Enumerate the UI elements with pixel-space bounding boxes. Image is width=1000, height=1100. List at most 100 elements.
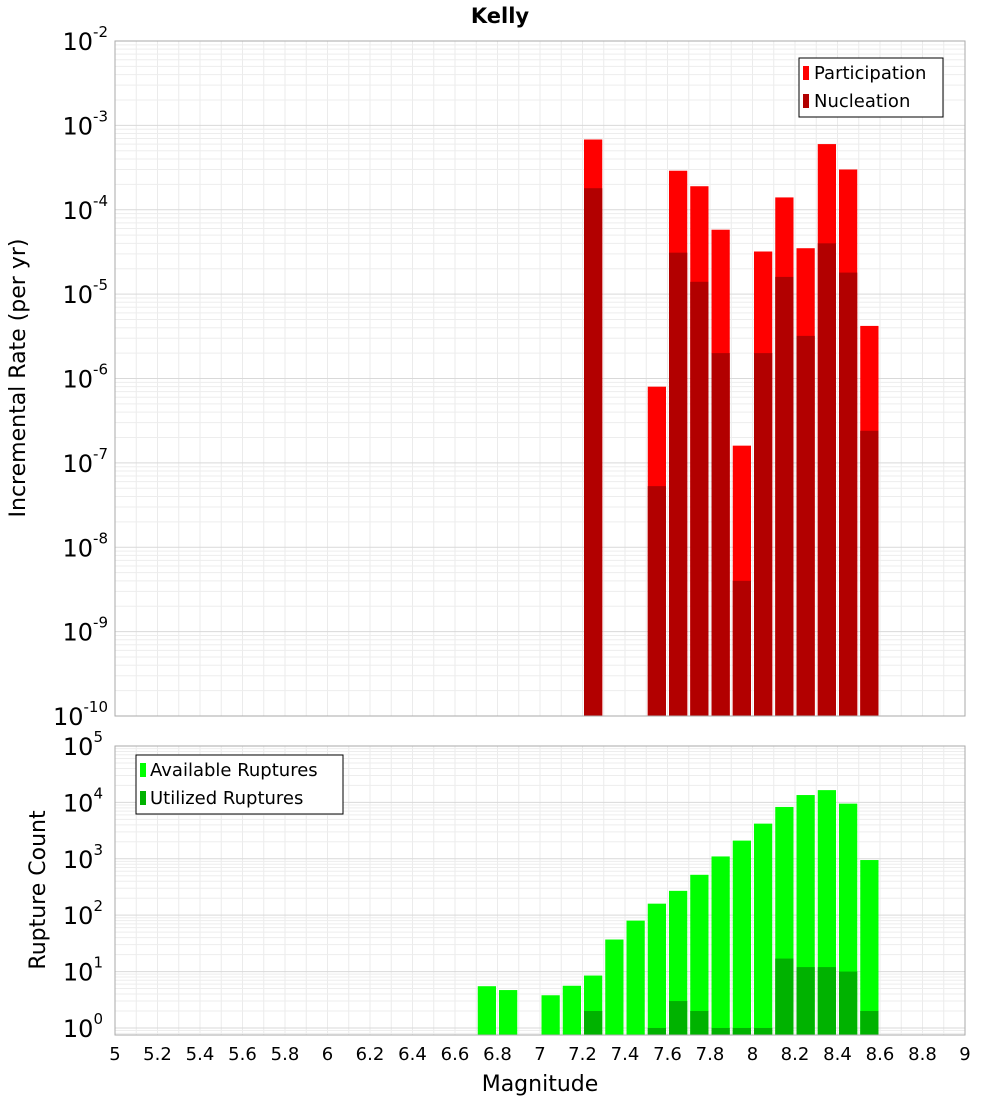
rate-panel: 10-10 10-9 10-8 10-7 10-6 10-5 10-4 10-3 10-2 In…	[6, 23, 966, 731]
x-tick-label: 7.4	[611, 1044, 640, 1065]
rupture-legend-box	[135, 754, 344, 815]
x-tick-label: 8.4	[823, 1044, 852, 1065]
rupture-bar-available-ruptures	[562, 985, 581, 1035]
rupture-bar-available-ruptures	[754, 823, 773, 1035]
rupture-y-tick-label: 105	[63, 728, 103, 761]
x-tick-label: 5.8	[271, 1044, 300, 1065]
rupture-y-tick-label: 101	[63, 954, 103, 987]
x-tick-label: 7.6	[653, 1044, 682, 1065]
rate-y-tick-label: 10-10	[53, 698, 108, 731]
rupture-bar-available-ruptures	[860, 860, 879, 1035]
rupture-bar-utilized-ruptures	[817, 967, 836, 1035]
legend-label-nucleation: Nucleation	[814, 91, 910, 112]
rupture-bar-utilized-ruptures	[754, 1027, 773, 1035]
legend-swatch-nucleation	[803, 94, 809, 108]
legend-label-available: Available Ruptures	[150, 760, 318, 781]
rupture-bar-utilized-ruptures	[647, 1027, 666, 1035]
rate-grid	[114, 40, 966, 717]
rupture-bar-utilized-ruptures	[860, 1010, 879, 1035]
rate-bar-nucleation	[817, 243, 836, 717]
rupture-bar-available-ruptures	[605, 939, 624, 1035]
rupture-bar-available-ruptures	[690, 874, 709, 1035]
rupture-y-tick-label: 104	[63, 784, 103, 817]
rupture-y-tick-label: 102	[63, 897, 103, 930]
rupture-y-ticks: 100 101 102 103 104 105	[63, 728, 103, 1043]
x-tick-label: 9	[959, 1044, 970, 1065]
rupture-bar-utilized-ruptures	[690, 1010, 709, 1035]
rupture-bar-utilized-ruptures	[732, 1027, 751, 1035]
rupture-bar-available-ruptures	[626, 920, 645, 1035]
x-tick-label: 6	[322, 1044, 333, 1065]
rupture-bar-available-ruptures	[732, 840, 751, 1035]
rate-bar-nucleation	[796, 335, 815, 716]
rate-y-tick-label: 10-9	[62, 614, 108, 647]
rate-bar-nucleation	[711, 353, 730, 716]
rate-bar-nucleation	[754, 353, 773, 716]
rate-bar-nucleation	[860, 430, 879, 716]
rate-bar-nucleation	[690, 281, 709, 716]
x-tick-label: 5	[109, 1044, 120, 1065]
rupture-bar-available-ruptures	[499, 990, 518, 1035]
legend-swatch-participation	[803, 66, 809, 80]
rupture-bar-utilized-ruptures	[839, 971, 858, 1035]
rate-bar-nucleation	[584, 188, 603, 717]
rate-bar-nucleation	[775, 276, 794, 716]
rate-legend-box	[798, 57, 944, 118]
x-tick-label: 7.8	[696, 1044, 725, 1065]
rate-y-ticks: 10-10 10-9 10-8 10-7 10-6 10-5 10-4 10-3 10-2	[53, 23, 108, 731]
rate-bars	[584, 139, 879, 717]
x-tick-label: 5.4	[186, 1044, 215, 1065]
rate-bar-nucleation	[669, 252, 688, 716]
x-tick-label: 6.4	[398, 1044, 427, 1065]
rate-y-axis-label: Incremental Rate (per yr)	[6, 239, 31, 518]
x-tick-label: 7	[534, 1044, 545, 1065]
x-tick-label: 8.8	[908, 1044, 937, 1065]
rate-bar-nucleation	[732, 580, 751, 716]
x-tick-label: 8.2	[781, 1044, 810, 1065]
rupture-y-tick-label: 103	[63, 841, 103, 874]
x-tick-label: 5.6	[228, 1044, 257, 1065]
chart-title: Kelly	[471, 4, 530, 28]
rate-y-tick-label: 10-2	[62, 23, 108, 56]
rate-y-tick-label: 10-5	[62, 276, 108, 309]
rate-legend: Participation Nucleation	[798, 57, 944, 118]
legend-label-utilized: Utilized Ruptures	[150, 788, 303, 809]
x-tick-label: 8.6	[866, 1044, 895, 1065]
rupture-y-tick-label: 100	[63, 1010, 103, 1043]
rupture-bar-utilized-ruptures	[669, 1001, 688, 1035]
rate-bar-nucleation	[647, 486, 666, 716]
rupture-bar-utilized-ruptures	[584, 1010, 603, 1035]
rupture-bar-available-ruptures	[477, 986, 496, 1035]
legend-label-participation: Participation	[814, 63, 926, 84]
rate-y-tick-label: 10-3	[62, 107, 108, 140]
rupture-plot-border	[114, 745, 966, 1036]
rupture-bar-available-ruptures	[711, 856, 730, 1035]
legend-swatch-available	[140, 763, 146, 777]
rupture-legend: Available Ruptures Utilized Ruptures	[135, 754, 344, 815]
rupture-bar-available-ruptures	[669, 890, 688, 1035]
rupture-bar-utilized-ruptures	[796, 967, 815, 1035]
rate-bar-nucleation	[839, 272, 858, 716]
rate-plot-border	[114, 40, 966, 717]
rate-y-tick-label: 10-6	[62, 361, 108, 394]
rupture-bar-available-ruptures	[541, 995, 560, 1035]
x-tick-label: 6.6	[441, 1044, 470, 1065]
rupture-bars	[477, 790, 879, 1035]
rate-y-tick-label: 10-4	[62, 192, 108, 225]
rupture-bar-utilized-ruptures	[711, 1027, 730, 1035]
x-tick-label: 6.2	[356, 1044, 385, 1065]
rupture-y-axis-label: Rupture Count	[26, 810, 51, 970]
x-tick-label: 7.2	[568, 1044, 597, 1065]
x-tick-label: 5.2	[143, 1044, 172, 1065]
x-tick-label: 8	[747, 1044, 758, 1065]
rate-y-tick-label: 10-7	[62, 445, 108, 478]
rupture-count-panel: 100 101 102 103 104 105 Rupture Count Availab…	[26, 728, 966, 1043]
x-axis-label: Magnitude	[482, 1072, 599, 1097]
legend-swatch-utilized	[140, 791, 146, 805]
x-tick-label: 6.8	[483, 1044, 512, 1065]
rupture-bar-available-ruptures	[647, 903, 666, 1035]
rupture-bar-utilized-ruptures	[775, 958, 794, 1035]
x-ticks: 5 5.2 5.4 5.6 5.8 6 6.2 6.4 6.6 6.8 7 7.2 7.4 7.6 7.8 8…	[109, 1044, 970, 1065]
rate-y-tick-label: 10-8	[62, 529, 108, 562]
